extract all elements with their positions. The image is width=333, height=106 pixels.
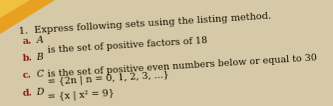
Text: is the set of positive factors of 18: is the set of positive factors of 18 (44, 36, 207, 55)
Text: c.: c. (22, 70, 32, 80)
Text: d.: d. (22, 88, 33, 98)
Text: is the set of positive even numbers below or equal to 30: is the set of positive even numbers belo… (44, 53, 317, 79)
Text: B: B (36, 53, 44, 62)
Polygon shape (0, 0, 55, 34)
Text: b.: b. (22, 53, 33, 63)
Text: 1.  Express following sets using the listing method.: 1. Express following sets using the list… (18, 12, 271, 36)
Polygon shape (0, 0, 30, 18)
Text: C: C (36, 70, 44, 79)
Text: a.: a. (22, 36, 32, 46)
Text: D: D (36, 88, 44, 97)
Text: A: A (36, 36, 43, 45)
Text: = {x | x² = 9}: = {x | x² = 9} (44, 88, 114, 102)
Text: = {2n | n = 0, 1, 2, 3, ...}: = {2n | n = 0, 1, 2, 3, ...} (44, 70, 169, 87)
